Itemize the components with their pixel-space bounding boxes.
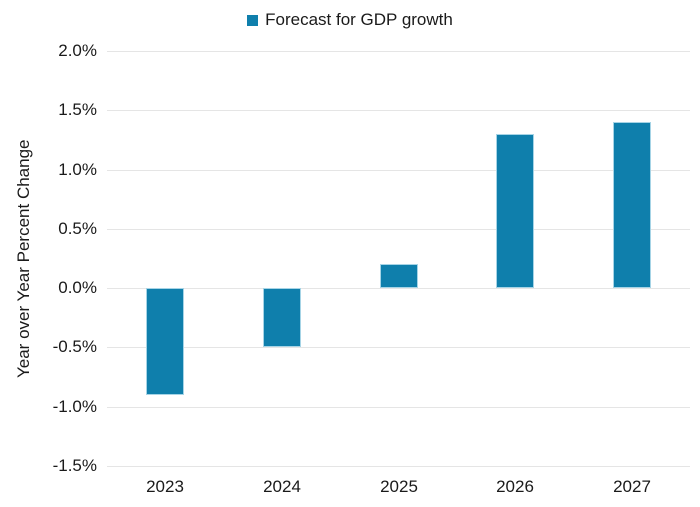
bar-2026 — [496, 134, 534, 288]
x-tick-label: 2025 — [380, 477, 418, 496]
y-tick-label: 1.0% — [58, 160, 97, 179]
x-tick-label: 2023 — [146, 477, 184, 496]
legend-square-marker-icon — [247, 14, 259, 26]
gridline — [107, 466, 690, 467]
gridline — [107, 110, 690, 111]
y-tick-label: 0.5% — [58, 219, 97, 238]
y-tick-label: -0.5% — [52, 337, 97, 356]
gridline — [107, 170, 690, 171]
gridline — [107, 407, 690, 408]
x-tick-label: 2026 — [496, 477, 534, 496]
y-tick-label: 1.5% — [58, 100, 97, 119]
bar-2027 — [613, 122, 651, 288]
bar-2024 — [263, 288, 301, 347]
gridline — [107, 51, 690, 52]
gridline — [107, 229, 690, 230]
y-tick-label: -1.5% — [52, 456, 97, 475]
y-tick-label: -1.0% — [52, 397, 97, 416]
gridline — [107, 288, 690, 289]
gridline — [107, 347, 690, 348]
legend: Forecast for GDP growth — [0, 8, 700, 32]
bar-2023 — [146, 288, 184, 395]
x-tick-label: 2024 — [263, 477, 301, 496]
x-tick-label: 2027 — [613, 477, 651, 496]
legend-label: Forecast for GDP growth — [265, 10, 453, 29]
bar-2025 — [380, 264, 418, 288]
y-tick-label: 0.0% — [58, 278, 97, 297]
y-tick-label: 2.0% — [58, 41, 97, 60]
